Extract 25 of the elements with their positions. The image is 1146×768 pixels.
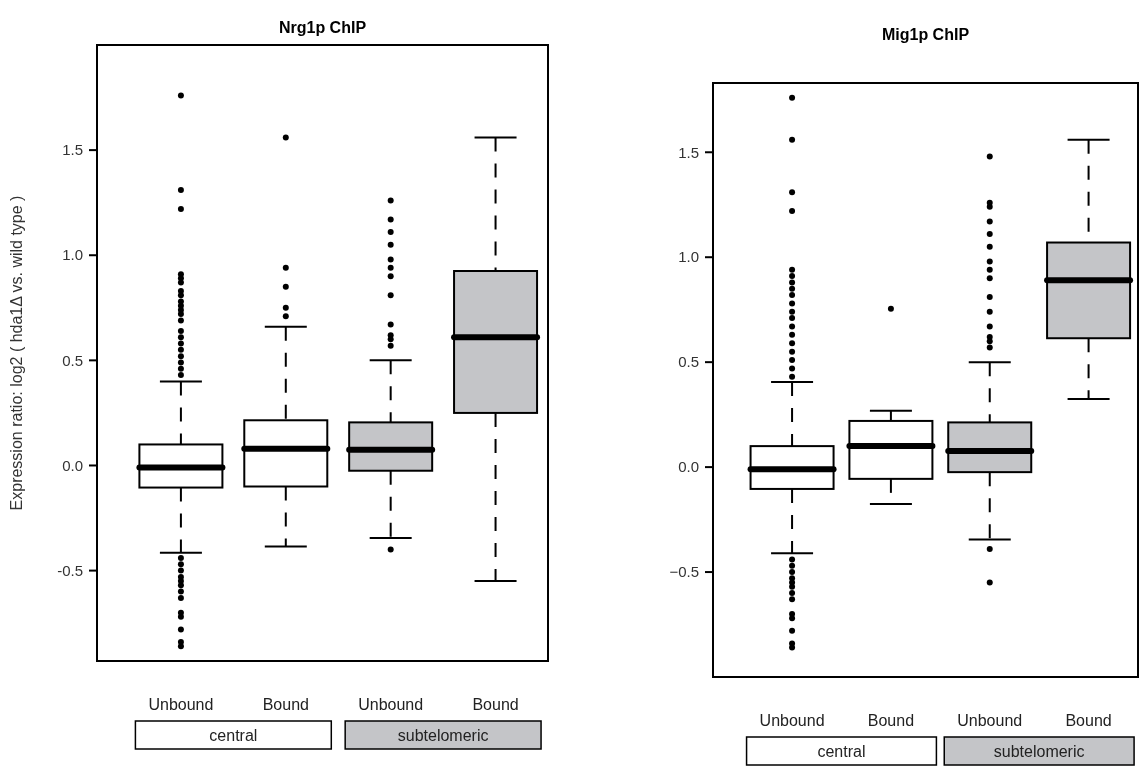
y-tick-label: 0.5 <box>678 353 699 371</box>
y-tick-label: 0.0 <box>62 456 83 474</box>
x-tick-label: Unbound <box>148 696 214 713</box>
x-tick-label: Bound <box>867 712 915 729</box>
x-tick-label: Bound <box>472 696 519 713</box>
x-tick-label: Bound <box>1065 712 1112 729</box>
text: subtelomeric <box>993 743 1085 760</box>
chart-title: Nrg1p ChIP <box>278 19 367 36</box>
y-tick-label: -0.5 <box>57 561 83 579</box>
x-tick-label: Unbound <box>759 712 825 729</box>
y-tick-label: 1.5 <box>62 141 83 159</box>
text: central <box>817 743 866 760</box>
y-tick-label: 1.0 <box>62 246 83 264</box>
y-tick-label: 0.5 <box>62 351 83 369</box>
x-tick-label: Unbound <box>358 696 424 713</box>
y-tick-label: 0.0 <box>678 458 699 476</box>
text: subtelomeric <box>397 727 489 744</box>
text: central <box>209 727 258 744</box>
x-tick-label: Bound <box>262 696 309 713</box>
y-tick-label: 1.0 <box>678 248 699 266</box>
y-tick-label: 1.5 <box>678 143 699 161</box>
y-tick-label: −0.5 <box>669 563 699 581</box>
x-tick-label: Unbound <box>957 712 1023 729</box>
chart-title: Mig1p ChIP <box>881 26 970 43</box>
y-axis-title: Expression ratio: log2 ( hda1Δ vs. wild type ) <box>8 195 25 511</box>
